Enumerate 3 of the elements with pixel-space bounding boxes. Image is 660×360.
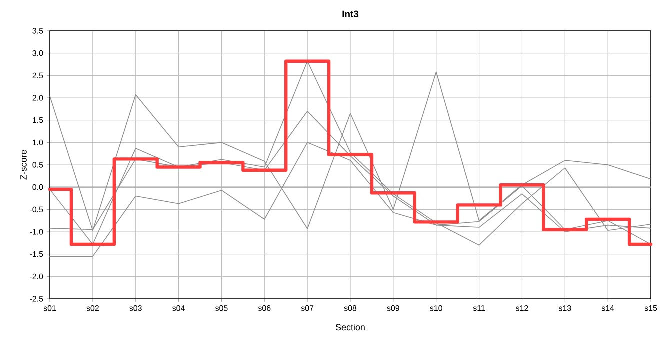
y-axis-title: Z-score — [20, 150, 27, 180]
x-axis-title: Section — [336, 324, 365, 331]
chart-title: Int3 — [342, 10, 359, 18]
